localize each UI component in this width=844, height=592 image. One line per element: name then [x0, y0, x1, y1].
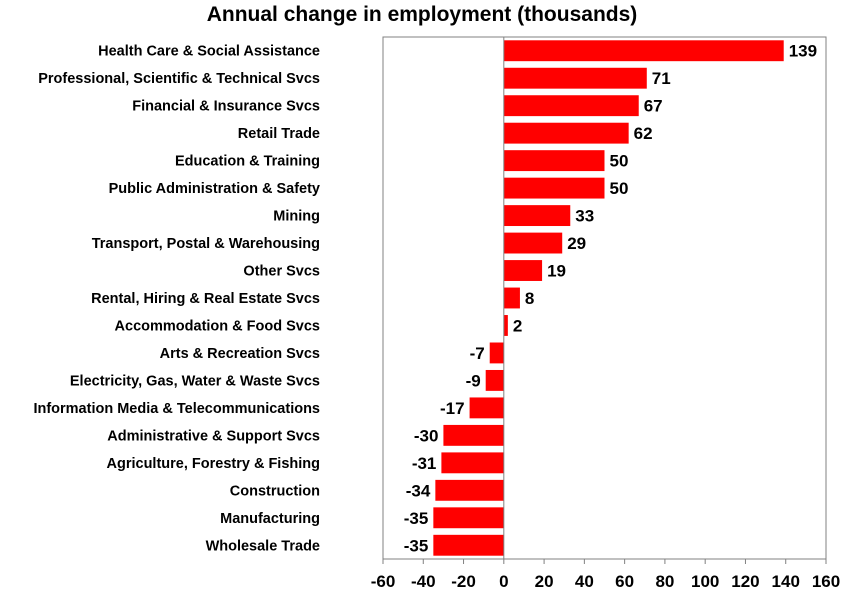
chart-title: Annual change in employment (thousands) — [206, 3, 638, 26]
data-label: -35 — [404, 536, 429, 555]
category-label: Arts & Recreation Svcs — [160, 346, 320, 362]
data-label: 33 — [575, 207, 594, 226]
bar — [485, 369, 504, 391]
bar — [503, 315, 508, 336]
category-label: Retail Trade — [238, 126, 320, 142]
data-label: -9 — [466, 371, 481, 390]
bar — [503, 287, 520, 309]
bar — [489, 342, 504, 364]
category-label: Agriculture, Forestry & Fishing — [107, 456, 321, 472]
plot-frame — [382, 36, 827, 560]
data-label: 8 — [525, 289, 534, 308]
bar — [503, 177, 605, 199]
x-tick-label: 60 — [615, 572, 634, 591]
data-label: 67 — [644, 97, 663, 116]
bar — [503, 150, 605, 172]
x-tick-label: -20 — [451, 572, 476, 591]
category-label: Information Media & Telecommunications — [33, 401, 320, 417]
category-label: Professional, Scientific & Technical Svc… — [38, 71, 320, 87]
bar — [503, 40, 784, 62]
x-tick-label: 0 — [499, 572, 508, 591]
bar — [469, 397, 504, 419]
category-label: Manufacturing — [220, 511, 320, 527]
data-label: 50 — [610, 179, 629, 198]
category-label: Financial & Insurance Svcs — [132, 99, 320, 115]
data-label: 2 — [513, 316, 522, 335]
x-tick-label: 140 — [772, 572, 800, 591]
data-label: 139 — [789, 42, 817, 61]
x-tick-label: -40 — [411, 572, 436, 591]
bar — [503, 122, 629, 144]
data-label: -31 — [412, 454, 437, 473]
x-tick-label: -60 — [371, 572, 396, 591]
bar — [441, 452, 504, 474]
data-label: 62 — [634, 124, 653, 143]
category-label: Electricity, Gas, Water & Waste Svcs — [70, 373, 320, 389]
category-label: Administrative & Support Svcs — [107, 428, 320, 444]
bar — [503, 260, 543, 281]
x-tick-label: 100 — [691, 572, 719, 591]
data-label: -35 — [404, 509, 429, 528]
category-label: Accommodation & Food Svcs — [115, 318, 320, 334]
category-label: Education & Training — [175, 154, 320, 170]
bar — [503, 95, 639, 117]
category-label: Health Care & Social Assistance — [98, 44, 320, 60]
x-tick-label: 160 — [812, 572, 840, 591]
category-label: Rental, Hiring & Real Estate Svcs — [91, 291, 320, 307]
category-label: Other Svcs — [243, 264, 320, 280]
category-label: Transport, Postal & Warehousing — [92, 236, 320, 252]
data-label: 19 — [547, 262, 566, 281]
bar — [503, 232, 563, 254]
x-tick-label: 120 — [731, 572, 759, 591]
bar — [503, 205, 571, 227]
category-label: Public Administration & Safety — [109, 181, 320, 197]
data-label: -30 — [414, 426, 439, 445]
category-label: Wholesale Trade — [206, 538, 320, 554]
data-label: -17 — [440, 399, 465, 418]
bar — [503, 67, 647, 89]
category-label: Construction — [230, 483, 320, 499]
bar — [435, 479, 504, 501]
data-label: 50 — [610, 152, 629, 171]
category-label: Mining — [273, 209, 320, 225]
data-label: 29 — [567, 234, 586, 253]
data-label: -7 — [470, 344, 485, 363]
x-tick-label: 20 — [535, 572, 554, 591]
bar — [443, 424, 504, 446]
bar — [433, 507, 504, 529]
data-label: 71 — [652, 69, 671, 88]
bar — [433, 534, 504, 556]
data-label: -34 — [406, 481, 431, 500]
x-tick-label: 80 — [655, 572, 674, 591]
x-tick-label: 40 — [575, 572, 594, 591]
